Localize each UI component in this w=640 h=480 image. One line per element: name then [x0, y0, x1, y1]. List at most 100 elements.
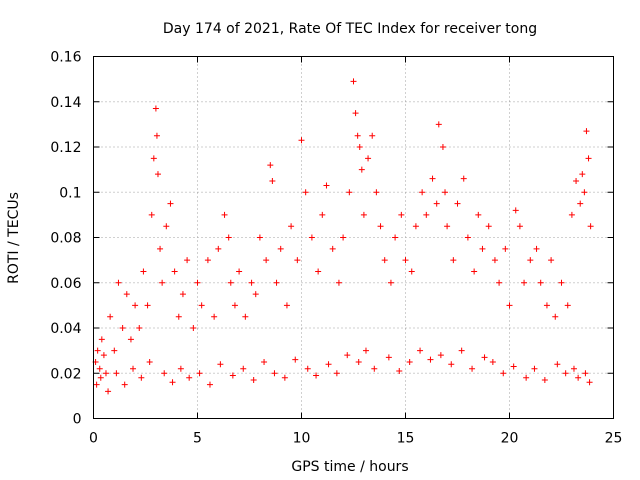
data-point	[161, 370, 168, 377]
data-point	[198, 302, 205, 309]
data-point	[554, 361, 561, 368]
data-point	[570, 365, 577, 372]
data-point	[111, 347, 118, 354]
data-point	[329, 245, 336, 252]
data-point	[267, 162, 274, 169]
data-point	[489, 358, 496, 365]
data-point	[533, 245, 540, 252]
data-point	[269, 177, 276, 184]
data-point	[159, 279, 166, 286]
data-point	[360, 211, 367, 218]
data-point	[256, 234, 263, 241]
x-tick-label: 15	[397, 431, 415, 447]
data-point	[562, 370, 569, 377]
data-point	[417, 347, 424, 354]
data-point	[460, 175, 467, 182]
data-point	[140, 268, 147, 275]
data-point	[577, 200, 584, 207]
chart-title: Day 174 of 2021, Rate Of TEC Index for r…	[163, 21, 537, 37]
data-point	[196, 370, 203, 377]
data-point	[491, 257, 498, 264]
data-point	[277, 245, 284, 252]
data-point	[186, 374, 193, 381]
y-axis: 0 0.02 0.04 0.06 0.08 0.1 0.12 0.14 0.16	[50, 50, 614, 428]
y-axis-label: ROTI / TECUs	[6, 192, 22, 284]
x-axis: 0 5 10 15 20 25	[89, 56, 622, 447]
data-point	[340, 234, 347, 241]
data-point	[105, 388, 112, 395]
data-point	[292, 356, 299, 363]
data-point	[344, 352, 351, 359]
data-point	[115, 279, 122, 286]
data-point	[406, 358, 413, 365]
data-point	[377, 223, 384, 230]
data-point	[454, 200, 461, 207]
data-point	[240, 365, 247, 372]
data-point	[121, 381, 128, 388]
y-tick-label: 0.16	[50, 50, 81, 66]
data-point	[263, 257, 270, 264]
data-point	[444, 223, 451, 230]
data-point	[308, 234, 315, 241]
data-point	[225, 234, 232, 241]
data-point	[541, 377, 548, 384]
x-tick-label: 10	[293, 431, 311, 447]
y-tick-label: 0.14	[50, 95, 81, 111]
data-point	[102, 370, 109, 377]
data-point	[98, 336, 105, 343]
data-point	[485, 223, 492, 230]
data-point	[167, 200, 174, 207]
data-point	[479, 245, 486, 252]
data-point	[585, 155, 592, 162]
data-point	[248, 279, 255, 286]
data-point	[548, 257, 555, 264]
data-point	[132, 302, 139, 309]
data-point	[450, 257, 457, 264]
data-point	[206, 381, 213, 388]
data-point	[510, 363, 517, 370]
data-point	[152, 105, 159, 112]
data-point	[211, 313, 218, 320]
grid	[93, 56, 614, 419]
data-point	[516, 223, 523, 230]
data-point	[469, 365, 476, 372]
data-point	[242, 313, 249, 320]
data-point	[527, 257, 534, 264]
y-tick-label: 0.06	[50, 276, 81, 292]
data-point	[521, 279, 528, 286]
data-point	[252, 291, 259, 298]
data-points	[92, 78, 594, 395]
data-point	[582, 370, 589, 377]
data-point	[385, 354, 392, 361]
data-point	[323, 182, 330, 189]
data-point	[365, 155, 372, 162]
data-point	[387, 279, 394, 286]
data-point	[204, 257, 211, 264]
data-point	[543, 302, 550, 309]
data-point	[500, 370, 507, 377]
data-point	[144, 302, 151, 309]
data-point	[350, 78, 357, 85]
data-point	[573, 177, 580, 184]
data-point	[179, 291, 186, 298]
data-point	[587, 223, 594, 230]
data-point	[419, 189, 426, 196]
data-point	[119, 325, 126, 331]
data-point	[171, 268, 178, 275]
data-point	[157, 245, 164, 252]
data-point	[433, 200, 440, 207]
data-point	[127, 336, 134, 343]
data-point	[333, 370, 340, 377]
x-tick-label: 20	[501, 431, 519, 447]
data-point	[558, 279, 565, 286]
data-point	[146, 358, 153, 365]
y-tick-label: 0.08	[50, 231, 81, 247]
data-point	[586, 379, 593, 386]
data-point	[221, 211, 228, 218]
data-point	[458, 347, 465, 354]
data-point	[150, 155, 157, 162]
data-point	[402, 257, 409, 264]
data-point	[523, 374, 530, 381]
data-point	[427, 356, 434, 363]
data-point	[429, 175, 436, 182]
